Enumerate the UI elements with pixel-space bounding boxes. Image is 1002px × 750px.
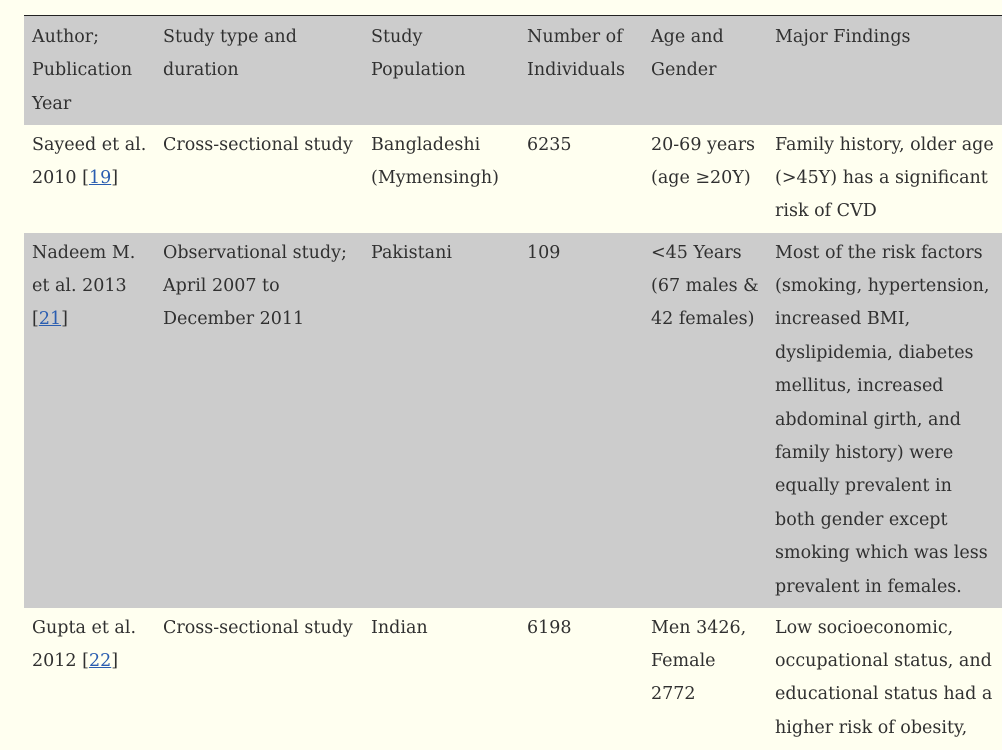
reference-link[interactable]: 22	[88, 650, 112, 671]
cell-age-gender: <45 Years (67 males & 42 females)	[643, 232, 767, 608]
header-study-type: Study type and duration	[155, 15, 363, 125]
table-row: Nadeem M. et al. 2013 [21] Observational…	[24, 232, 1002, 608]
cell-study-type: Cross-sectional study	[155, 124, 363, 233]
header-age-gender: Age and Gender	[643, 15, 767, 125]
cell-study-type: Cross-sectional study	[155, 607, 363, 750]
table-row: Sayeed et al. 2010 [19] Cross-sectional …	[24, 124, 1002, 233]
author-text: Gupta et al. 2012	[32, 617, 137, 671]
cell-findings: Family history, older age (>45Y) has a s…	[767, 124, 1002, 233]
author-text: Sayeed et al. 2010	[32, 134, 147, 188]
cell-individuals: 6235	[519, 124, 643, 233]
cell-findings: Most of the risk factors (smoking, hyper…	[767, 232, 1002, 608]
header-findings: Major Findings	[767, 15, 1002, 125]
cell-author: Sayeed et al. 2010 [19]	[24, 124, 155, 233]
header-author: Author; Publication Year	[24, 15, 155, 125]
studies-table: Author; Publication Year Study type and …	[24, 15, 1002, 750]
cell-author: Nadeem M. et al. 2013 [21]	[24, 232, 155, 608]
cell-population: Indian	[363, 607, 519, 750]
header-population: Study Population	[363, 15, 519, 125]
reference-link[interactable]: 19	[88, 167, 112, 188]
cell-population: Pakistani	[363, 232, 519, 608]
author-text: Nadeem M. et al. 2013	[32, 242, 136, 296]
cell-age-gender: 20-69 years (age ≥20Y)	[643, 124, 767, 233]
cell-individuals: 109	[519, 232, 643, 608]
header-individuals: Number of Individuals	[519, 15, 643, 125]
reference-link[interactable]: 21	[38, 309, 62, 330]
cell-findings: Low socioeconomic, occupational status, …	[767, 607, 1002, 750]
table-header-row: Author; Publication Year Study type and …	[24, 15, 1002, 125]
cell-individuals: 6198	[519, 607, 643, 750]
cell-population: Bangladeshi (Mymensingh)	[363, 124, 519, 233]
table-row: Gupta et al. 2012 [22] Cross-sectional s…	[24, 607, 1002, 750]
cell-author: Gupta et al. 2012 [22]	[24, 607, 155, 750]
cell-age-gender: Men 3426, Female 2772	[643, 607, 767, 750]
cell-study-type: Observational study; April 2007 to Decem…	[155, 232, 363, 608]
